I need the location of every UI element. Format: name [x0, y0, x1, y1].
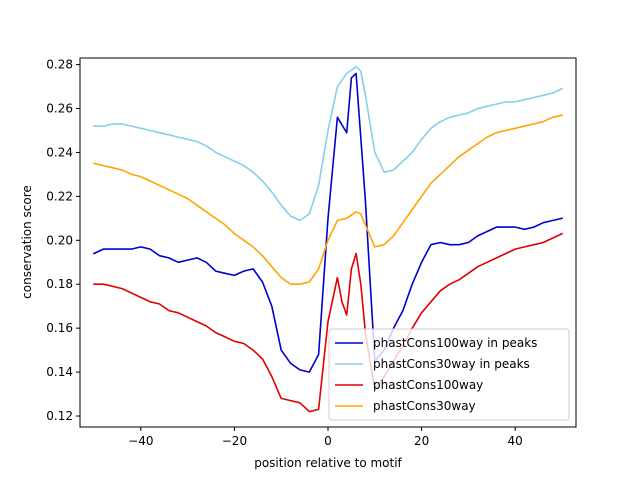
series-line-1 [93, 66, 564, 222]
y-tick-label: 0.20 [46, 233, 73, 247]
y-tick-label: 0.22 [46, 189, 73, 203]
y-tick-label: 0.16 [46, 321, 73, 335]
x-axis-label: position relative to motif [254, 456, 402, 470]
series-line-0 [92, 72, 563, 373]
x-tick-label: 0 [324, 434, 332, 448]
legend-label-3: phastCons30way [373, 399, 476, 413]
x-axis-ticks: −40 −20 0 20 40 [128, 427, 523, 448]
legend-label-1: phastCons30way in peaks [373, 357, 530, 371]
y-tick-label: 0.12 [46, 409, 73, 423]
legend-box [328, 328, 570, 421]
y-tick-label: 0.14 [46, 365, 73, 379]
legend: phastCons100way in peaks phastCons30way i… [328, 328, 570, 421]
x-tick-label: 40 [508, 434, 523, 448]
y-tick-label: 0.28 [46, 58, 73, 72]
y-tick-label: 0.18 [46, 277, 73, 291]
x-tick-label: −20 [222, 434, 247, 448]
legend-label-0: phastCons100way in peaks [373, 336, 537, 350]
series-line-3 [93, 114, 563, 286]
series-line-2 [93, 232, 564, 413]
y-axis-label: conservation score [20, 185, 34, 299]
legend-label-2: phastCons100way [373, 378, 483, 392]
x-tick-label: −40 [128, 434, 153, 448]
y-axis-ticks: 0.12 0.14 0.16 0.18 0.20 0.22 0.24 0.26 0.28 [46, 58, 80, 423]
y-tick-label: 0.24 [46, 145, 73, 159]
y-tick-label: 0.26 [46, 102, 73, 116]
series-layer [92, 66, 564, 413]
x-tick-label: 20 [414, 434, 429, 448]
